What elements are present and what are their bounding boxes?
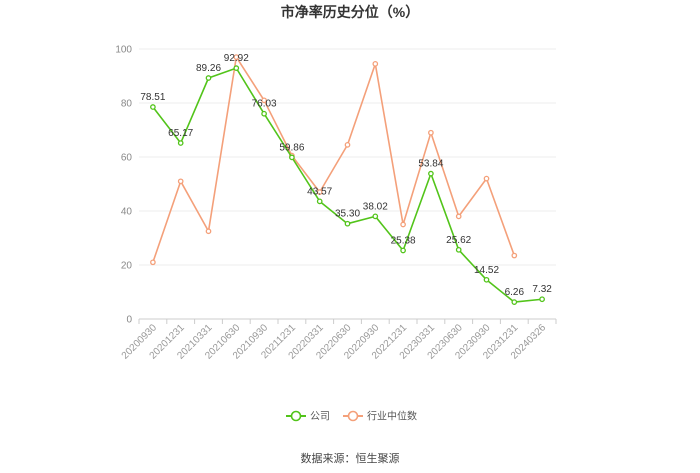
data-point-company: [483, 276, 490, 283]
y-tick-label: 100: [115, 45, 132, 56]
y-tick-label: 0: [126, 315, 132, 326]
data-point-company: [400, 247, 406, 254]
data-point-industry-median: [455, 213, 462, 220]
data-label: 38.02: [363, 201, 388, 212]
y-axis: 0 20 40 60 80 100: [115, 45, 132, 326]
legend-marker: [347, 410, 359, 422]
data-point-company: [205, 75, 212, 81]
legend[interactable]: 公司 行业中位数: [286, 410, 417, 423]
y-tick-label: 20: [121, 261, 133, 272]
y-tick-label: 80: [121, 99, 133, 110]
data-label: 43.57: [307, 186, 332, 197]
data-point-industry-median: [400, 221, 406, 228]
data-point-industry-median: [177, 178, 184, 185]
data-point-industry-median: [511, 252, 518, 259]
data-point-company: [261, 110, 267, 117]
data-label: 6.26: [505, 287, 525, 298]
x-axis: 2020093020201231202103312021063020210930…: [120, 319, 557, 362]
legend-marker: [290, 410, 302, 422]
legend-label: 行业中位数: [367, 410, 417, 423]
data-point-company: [344, 220, 351, 227]
data-point-industry-median: [428, 129, 434, 136]
data-point-industry-median: [205, 228, 212, 235]
chart-title: 市净率历史分位（%）: [281, 4, 419, 20]
data-label: 59.86: [279, 142, 304, 153]
data-point-industry-median: [316, 189, 323, 195]
legend-item-industry-median[interactable]: 行业中位数: [343, 410, 417, 423]
data-point-company: [372, 213, 379, 220]
data-label: 92.92: [224, 53, 249, 64]
data-label: 53.84: [418, 159, 443, 170]
data-label: 7.32: [532, 284, 552, 295]
legend-label: 公司: [310, 412, 330, 423]
data-label: 65.17: [168, 128, 193, 139]
data-label: 25.62: [446, 235, 471, 246]
data-point-company: [177, 140, 184, 146]
data-point-industry-median: [344, 142, 351, 148]
data-point-company: [455, 246, 462, 253]
data-point-company: [150, 104, 156, 110]
series-layer: [150, 54, 545, 305]
legend-item-company[interactable]: 公司: [286, 410, 330, 423]
y-tick-label: 40: [121, 207, 133, 218]
y-tick-label: 60: [121, 153, 133, 164]
data-point-company: [511, 299, 518, 305]
data-label: 35.30: [335, 209, 360, 220]
data-point-industry-median: [372, 60, 379, 67]
data-label: 76.03: [252, 99, 277, 110]
data-point-company: [316, 198, 323, 205]
grid: [139, 48, 556, 320]
data-point-company: [539, 296, 545, 303]
data-label: 78.51: [140, 92, 165, 103]
data-label: 89.26: [196, 63, 221, 74]
series-line-industry-median: [152, 56, 516, 263]
data-point-company: [233, 65, 240, 71]
source-note: 数据来源：恒生聚源: [301, 451, 400, 465]
data-point-industry-median: [483, 175, 490, 182]
data-point-industry-median: [233, 54, 240, 60]
data-point-industry-median: [261, 97, 267, 104]
data-point-industry-median: [150, 259, 156, 266]
data-point-company: [289, 154, 295, 161]
data-label: 14.52: [474, 265, 499, 276]
data-point-company: [428, 170, 434, 177]
data-label: 25.38: [391, 235, 416, 246]
